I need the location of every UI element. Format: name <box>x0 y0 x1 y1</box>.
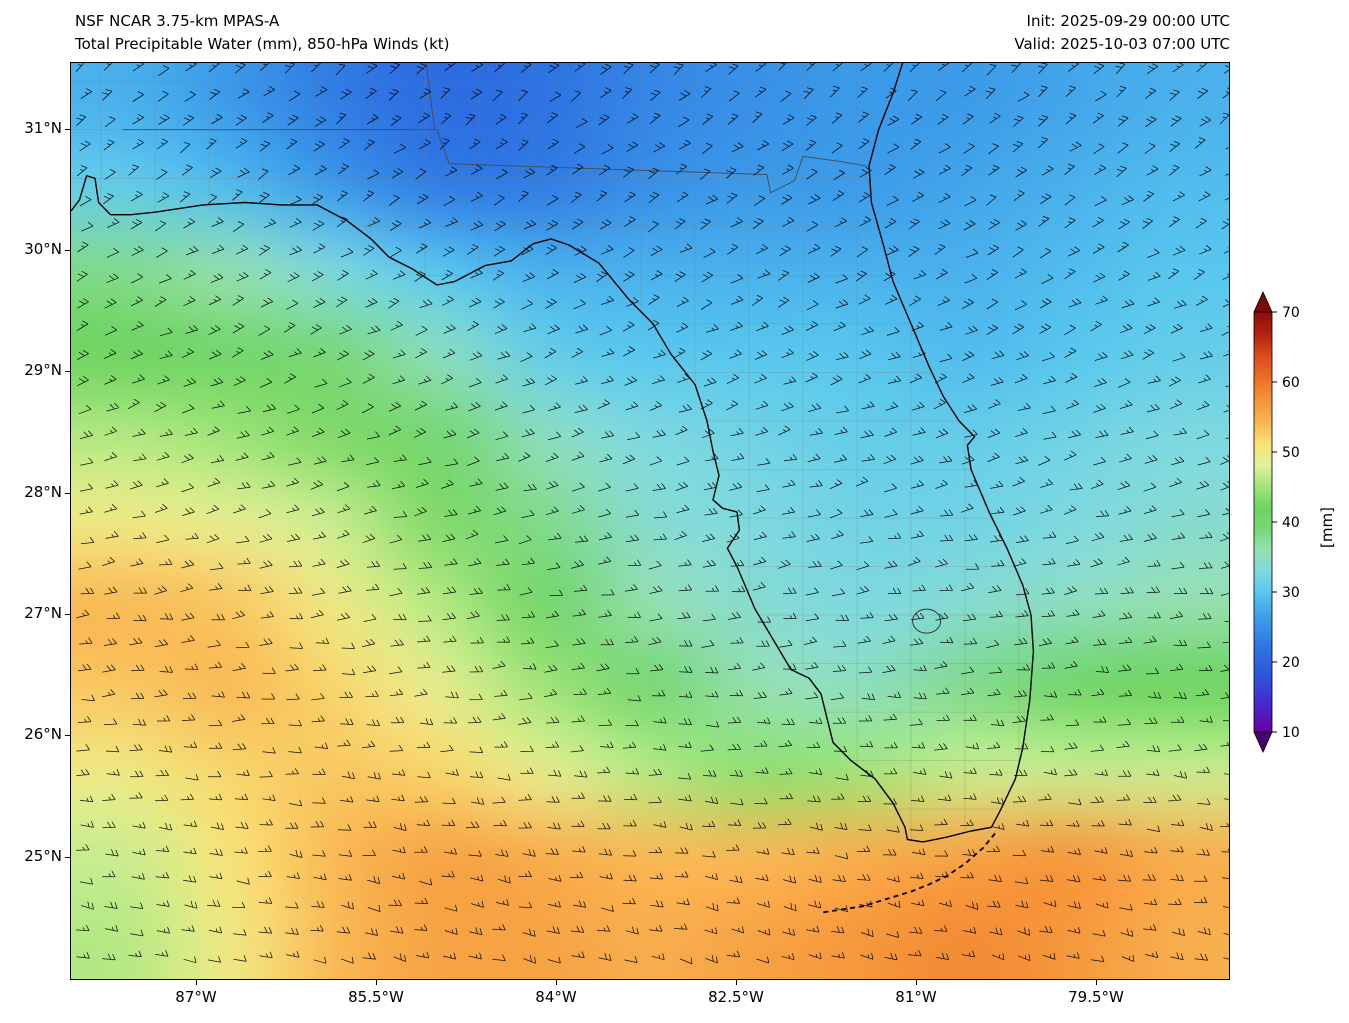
lat-tick-label: 25°N <box>24 846 62 865</box>
lon-tick-label: 84°W <box>535 988 577 1006</box>
lat-tick-mark <box>65 128 70 130</box>
init-time: Init: 2025-09-29 00:00 UTC <box>1026 12 1230 30</box>
svg-text:10: 10 <box>1282 725 1300 741</box>
pw-field-canvas <box>71 63 1229 979</box>
svg-text:30: 30 <box>1282 585 1300 601</box>
lat-tick-mark <box>65 614 70 616</box>
lat-tick-label: 27°N <box>24 604 62 623</box>
svg-text:20: 20 <box>1282 655 1300 671</box>
lat-tick-label: 26°N <box>24 725 62 744</box>
svg-text:70: 70 <box>1282 305 1300 321</box>
lat-tick-mark <box>65 371 70 373</box>
lon-tick-label: 81°W <box>895 988 937 1006</box>
lon-tick-mark <box>196 980 197 985</box>
lon-tick-label: 82.5°W <box>708 988 764 1006</box>
lon-tick-mark <box>376 980 377 985</box>
product-title: Total Precipitable Water (mm), 850-hPa W… <box>75 35 450 53</box>
map-plot <box>70 62 1230 980</box>
lon-tick-label: 79.5°W <box>1068 988 1124 1006</box>
svg-text:40: 40 <box>1282 515 1300 531</box>
lat-tick-mark <box>65 250 70 252</box>
lat-tick-mark <box>65 856 70 858</box>
lat-tick-label: 28°N <box>24 482 62 501</box>
lat-tick-label: 29°N <box>24 361 62 380</box>
lon-tick-mark <box>556 980 557 985</box>
lon-tick-label: 85.5°W <box>348 988 404 1006</box>
svg-text:50: 50 <box>1282 445 1300 461</box>
lon-tick-mark <box>916 980 917 985</box>
colorbar-unit-label: [mm] <box>1318 507 1336 548</box>
lon-tick-mark <box>736 980 737 985</box>
lon-tick-label: 87°W <box>175 988 217 1006</box>
lat-tick-label: 30°N <box>24 240 62 259</box>
model-title: NSF NCAR 3.75-km MPAS-A <box>75 12 280 30</box>
lat-tick-mark <box>65 492 70 494</box>
lon-tick-mark <box>1096 980 1097 985</box>
colorbar: 10 20 30 40 50 60 70 <box>1248 288 1338 768</box>
header-right: Init: 2025-09-29 00:00 UTC Valid: 2025-1… <box>1014 10 1230 56</box>
header-left: NSF NCAR 3.75-km MPAS-A Total Precipitab… <box>75 10 450 56</box>
lat-tick-mark <box>65 735 70 737</box>
svg-text:60: 60 <box>1282 375 1300 391</box>
valid-time: Valid: 2025-10-03 07:00 UTC <box>1014 35 1230 53</box>
lat-tick-label: 31°N <box>24 118 62 137</box>
